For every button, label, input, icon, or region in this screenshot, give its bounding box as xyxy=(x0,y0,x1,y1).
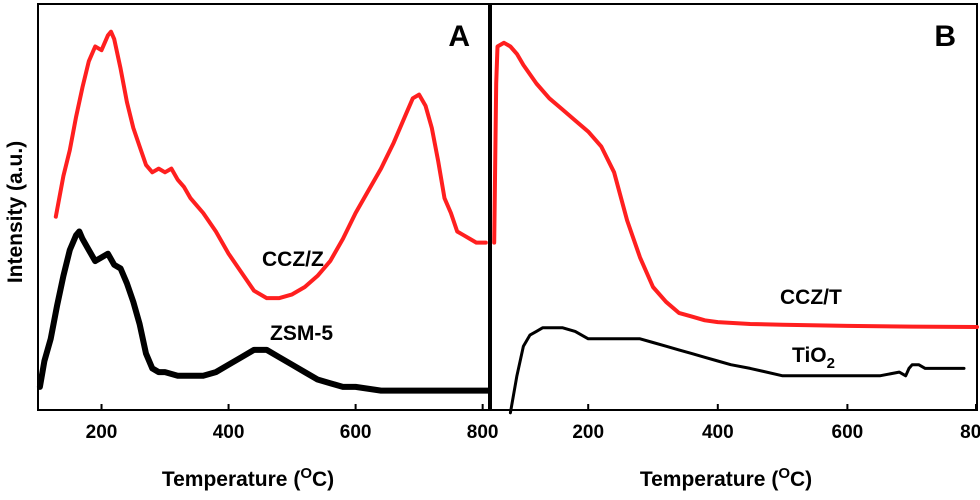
y-axis-label: Intensity (a.u.) xyxy=(4,141,27,283)
panel-b-frame xyxy=(490,3,978,411)
panel-a-frame xyxy=(37,3,490,411)
x-tick-label: 800 xyxy=(467,422,499,443)
x-tick-label: 200 xyxy=(572,422,604,443)
label-zsm-5: ZSM-5 xyxy=(270,322,333,345)
panel-b-x-axis-label: Temperature (OC) xyxy=(640,465,812,491)
x-tick-label: 600 xyxy=(832,422,864,443)
series-line-ccz-z xyxy=(53,29,488,301)
x-tick-label: 600 xyxy=(340,422,372,443)
series-line-zsm-5 xyxy=(36,228,492,394)
x-tick-label: 400 xyxy=(702,422,734,443)
series-line-tio2 xyxy=(508,326,966,415)
panel-a-letter: A xyxy=(448,20,470,53)
panel-a: A 200 400 600 800 CCZ/Z ZSM-5 Temperature (… xyxy=(36,3,499,491)
label-ccz-t: CCZ/T xyxy=(780,286,842,309)
series-line-ccz-t xyxy=(492,40,979,329)
x-tick-label: 800 xyxy=(960,422,980,443)
panel-b-letter: B xyxy=(934,20,956,53)
label-tio2: TiO2 xyxy=(792,344,835,372)
panel-a-x-axis-label: Temperature (OC) xyxy=(162,465,334,491)
x-tick-label: 200 xyxy=(86,422,118,443)
x-tick-label: 400 xyxy=(213,422,245,443)
label-ccz-z: CCZ/Z xyxy=(262,248,324,271)
panel-b: B 200 400 600 800 CCZ/T TiO2 Temperature (O… xyxy=(490,3,980,491)
